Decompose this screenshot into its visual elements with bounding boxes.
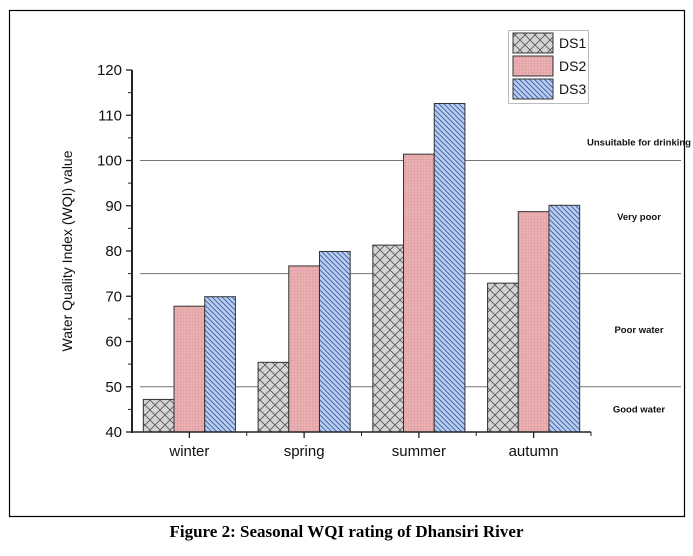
bar-ds2-summer bbox=[403, 153, 435, 433]
bar-ds1-spring bbox=[257, 361, 290, 433]
bar-ds2-winter bbox=[173, 305, 206, 433]
y-tick-label-50: 50 bbox=[105, 379, 122, 396]
y-tick-label-100: 100 bbox=[97, 153, 122, 170]
x-tick-label-winter: winter bbox=[168, 443, 209, 460]
y-tick-label-40: 40 bbox=[105, 424, 122, 441]
bar-ds1-summer bbox=[372, 244, 405, 433]
figure-border bbox=[8, 9, 686, 518]
bar-ds3-winter bbox=[204, 296, 236, 433]
legend-label-ds2: DS2 bbox=[559, 58, 586, 74]
bar-ds1-autumn bbox=[487, 282, 519, 433]
y-tick-label-80: 80 bbox=[105, 243, 122, 260]
x-tick-label-autumn: autumn bbox=[509, 443, 559, 460]
y-tick-label-110: 110 bbox=[98, 107, 122, 124]
legend-label-ds3: DS3 bbox=[559, 81, 586, 97]
y-axis-title: Water Quality Index (WQI) value bbox=[59, 150, 75, 351]
bar-ds3-summer bbox=[433, 102, 466, 433]
legend-label-ds1: DS1 bbox=[559, 35, 586, 51]
x-tick-label-spring: spring bbox=[284, 443, 325, 460]
zone-label-very-poor: Very poor bbox=[617, 212, 661, 223]
zone-label-unsuitable-for-drinking: Unsuitable for drinking bbox=[587, 137, 691, 148]
bar-ds2-spring bbox=[288, 265, 320, 433]
y-tick-label-60: 60 bbox=[105, 334, 122, 351]
legend-swatch-ds2 bbox=[512, 55, 554, 77]
bar-ds3-autumn bbox=[548, 204, 581, 433]
x-tick-label-summer: summer bbox=[392, 443, 446, 460]
bar-ds1-winter bbox=[142, 398, 175, 433]
figure-caption: Figure 2: Seasonal WQI rating of Dhansir… bbox=[169, 522, 524, 541]
zone-label-good-water: Good water bbox=[613, 404, 666, 415]
legend: DS1 DS2 DS3 bbox=[508, 30, 589, 104]
bar-ds2-autumn bbox=[517, 211, 550, 433]
legend-swatch-ds3 bbox=[512, 78, 554, 100]
y-tick-label-70: 70 bbox=[105, 288, 122, 305]
y-tick-label-120: 120 bbox=[97, 62, 122, 79]
y-tick-label-90: 90 bbox=[105, 198, 122, 215]
zone-label-poor-water: Poor water bbox=[614, 325, 663, 336]
bar-ds3-spring bbox=[318, 250, 351, 433]
legend-swatch-ds1 bbox=[512, 32, 554, 54]
